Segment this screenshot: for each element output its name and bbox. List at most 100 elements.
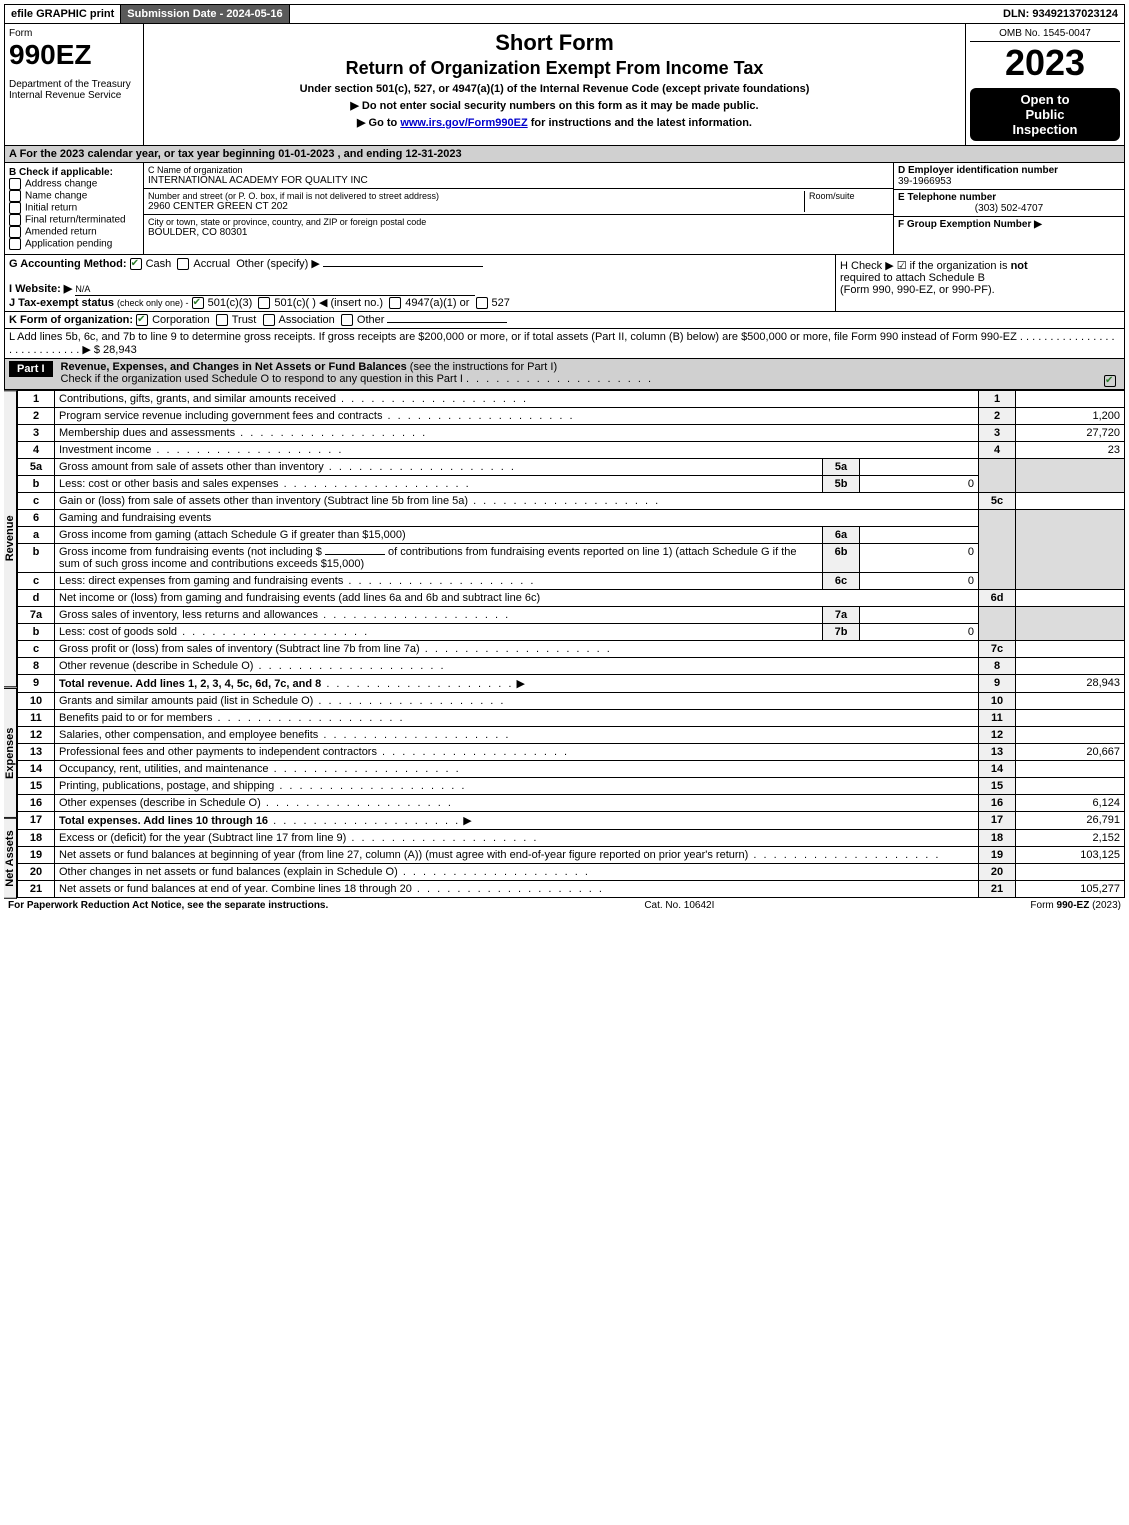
footer-right: Form 990-EZ (2023) <box>1030 900 1121 911</box>
line-10: 10Grants and similar amounts paid (list … <box>18 693 1125 710</box>
col-def: D Employer identification number 39-1966… <box>894 163 1124 254</box>
cb-501c3[interactable] <box>192 297 204 309</box>
c-city-label: City or town, state or province, country… <box>148 217 889 227</box>
vlabel-expenses: Expenses <box>4 688 17 818</box>
cb-other-org[interactable] <box>341 314 353 326</box>
title-return: Return of Organization Exempt From Incom… <box>152 58 957 79</box>
cb-amended-return[interactable]: Amended return <box>9 226 139 238</box>
c-street-label: Number and street (or P. O. box, if mail… <box>148 191 804 201</box>
j-501c3: 501(c)(3) <box>208 297 253 309</box>
l-text: L Add lines 5b, 6c, and 7b to line 9 to … <box>9 331 1115 356</box>
header-left: Form 990EZ Department of the Treasury In… <box>5 24 144 145</box>
cb-schedule-o[interactable] <box>1104 375 1116 387</box>
part1-table: 1Contributions, gifts, grants, and simil… <box>17 390 1125 898</box>
part1-title: Revenue, Expenses, and Changes in Net As… <box>61 361 407 373</box>
goto-prefix: ▶ Go to <box>357 117 400 129</box>
section-a-text: A For the 2023 calendar year, or tax yea… <box>5 146 466 162</box>
line-18: 18Excess or (deficit) for the year (Subt… <box>18 830 1125 847</box>
cb-4947[interactable] <box>389 297 401 309</box>
c-room-label: Room/suite <box>809 191 889 201</box>
cb-application-pending[interactable]: Application pending <box>9 238 139 250</box>
cb-final-return[interactable]: Final return/terminated <box>9 214 139 226</box>
j-501c: 501(c)( ) ◀ (insert no.) <box>274 297 383 309</box>
open-line1: Open to <box>974 92 1116 107</box>
subtitle-section: Under section 501(c), 527, or 4947(a)(1)… <box>152 83 957 95</box>
h-block: H Check ▶ ☑ if the organization is not r… <box>835 255 1124 311</box>
line-15: 15Printing, publications, postage, and s… <box>18 778 1125 795</box>
cb-trust[interactable] <box>216 314 228 326</box>
cb-accrual[interactable] <box>177 258 189 270</box>
col-c-org: C Name of organization INTERNATIONAL ACA… <box>144 163 894 254</box>
line-7c: cGross profit or (loss) from sales of in… <box>18 641 1125 658</box>
line-21: 21Net assets or fund balances at end of … <box>18 881 1125 898</box>
k-label: K Form of organization: <box>9 314 133 326</box>
line-7b: bLess: cost of goods sold7b0 <box>18 624 1125 641</box>
tax-year: 2023 <box>970 42 1120 84</box>
row-g-h: G Accounting Method: Cash Accrual Other … <box>4 255 1125 312</box>
header-right: OMB No. 1545-0047 2023 Open to Public In… <box>966 24 1124 145</box>
b-label: B Check if applicable: <box>9 167 139 178</box>
line-3: 3Membership dues and assessments327,720 <box>18 425 1125 442</box>
efile-label[interactable]: efile GRAPHIC print <box>5 5 121 23</box>
g-other: Other (specify) ▶ <box>236 258 320 270</box>
line-6c: cLess: direct expenses from gaming and f… <box>18 573 1125 590</box>
col-b-check: B Check if applicable: Address change Na… <box>5 163 144 254</box>
irs-link[interactable]: www.irs.gov/Form990EZ <box>400 117 527 129</box>
cb-assoc[interactable] <box>263 314 275 326</box>
section-a-tax-year: A For the 2023 calendar year, or tax yea… <box>4 146 1125 163</box>
cb-cash[interactable] <box>130 258 142 270</box>
submission-date: Submission Date - 2024-05-16 <box>121 5 289 23</box>
c-name-label: C Name of organization <box>148 165 889 175</box>
org-city: BOULDER, CO 80301 <box>148 227 889 238</box>
line-5b: bLess: cost or other basis and sales exp… <box>18 476 1125 493</box>
k-trust: Trust <box>232 314 257 326</box>
cb-527[interactable] <box>476 297 488 309</box>
line-8: 8Other revenue (describe in Schedule O)8 <box>18 658 1125 675</box>
cb-501c[interactable] <box>258 297 270 309</box>
footer-mid: Cat. No. 10642I <box>644 900 714 911</box>
footer-left: For Paperwork Reduction Act Notice, see … <box>8 900 328 911</box>
h-line1: H Check ▶ ☑ if the organization is <box>840 260 1008 272</box>
line-19: 19Net assets or fund balances at beginni… <box>18 847 1125 864</box>
page-footer: For Paperwork Reduction Act Notice, see … <box>4 898 1125 913</box>
i-label: I Website: ▶ <box>9 283 72 295</box>
open-public-badge: Open to Public Inspection <box>970 88 1120 141</box>
form-word: Form <box>9 28 139 39</box>
vlabel-revenue: Revenue <box>4 390 17 687</box>
vlabel-netassets: Net Assets <box>4 818 17 899</box>
g-label: G Accounting Method: <box>9 258 127 270</box>
f-group-label: F Group Exemption Number ▶ <box>898 219 1120 230</box>
cb-corp[interactable] <box>136 314 148 326</box>
line-6b: bGross income from fundraising events (n… <box>18 544 1125 573</box>
cb-initial-return[interactable]: Initial return <box>9 202 139 214</box>
irs-label: Internal Revenue Service <box>9 90 139 101</box>
org-street: 2960 CENTER GREEN CT 202 <box>148 201 804 212</box>
line-5a: 5aGross amount from sale of assets other… <box>18 459 1125 476</box>
l-amount: 28,943 <box>103 344 137 356</box>
subtitle-goto: ▶ Go to www.irs.gov/Form990EZ for instru… <box>152 116 957 129</box>
website-value: N/A <box>75 284 90 294</box>
h-not: not <box>1011 260 1028 272</box>
omb-number: OMB No. 1545-0047 <box>970 28 1120 42</box>
header-mid: Short Form Return of Organization Exempt… <box>144 24 966 145</box>
line-13: 13Professional fees and other payments t… <box>18 744 1125 761</box>
subtitle-ssn: ▶ Do not enter social security numbers o… <box>152 99 957 112</box>
h-line2: required to attach Schedule B <box>840 272 985 284</box>
cb-address-change[interactable]: Address change <box>9 178 139 190</box>
part1-tag: Part I <box>9 361 53 377</box>
dln: DLN: 93492137023124 <box>997 5 1124 23</box>
j-527: 527 <box>492 297 510 309</box>
dept-treasury: Department of the Treasury <box>9 79 139 90</box>
phone-value: (303) 502-4707 <box>898 203 1120 214</box>
part1-title-sub: (see the instructions for Part I) <box>410 361 557 373</box>
j-sub: (check only one) - <box>117 298 189 308</box>
form-header: Form 990EZ Department of the Treasury In… <box>4 24 1125 146</box>
line-6d: dNet income or (loss) from gaming and fu… <box>18 590 1125 607</box>
cb-name-change[interactable]: Name change <box>9 190 139 202</box>
j-label: J Tax-exempt status <box>9 297 114 309</box>
open-line3: Inspection <box>974 122 1116 137</box>
e-phone-label: E Telephone number <box>898 192 1120 203</box>
line-4: 4Investment income423 <box>18 442 1125 459</box>
row-k: K Form of organization: Corporation Trus… <box>4 312 1125 329</box>
k-assoc: Association <box>279 314 335 326</box>
